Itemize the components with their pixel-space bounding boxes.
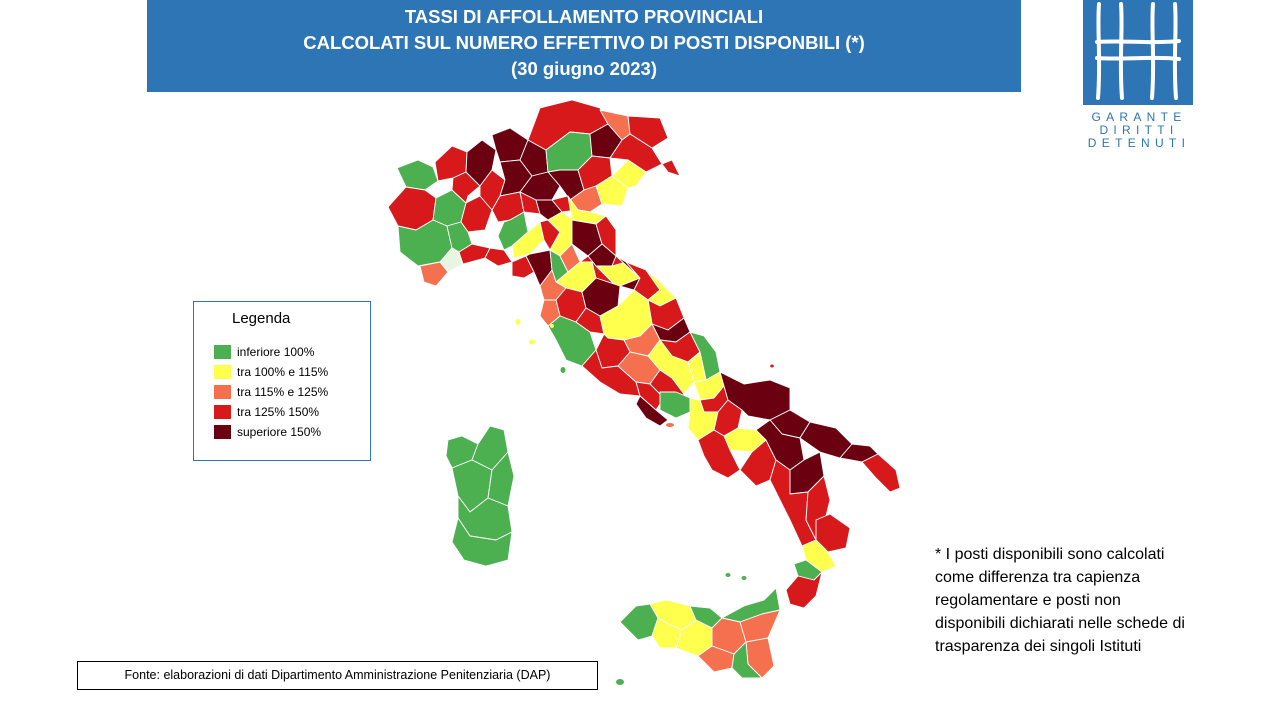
province-region xyxy=(611,159,647,189)
region-sardegna xyxy=(445,425,515,567)
logo-mark xyxy=(1083,0,1193,105)
legend-label: tra 125% 150% xyxy=(237,405,320,419)
map-legend: Legenda inferiore 100% tra 100% e 115% t… xyxy=(193,301,371,461)
small-islands xyxy=(515,319,774,427)
legend-item-yellow: tra 100% e 115% xyxy=(214,364,328,380)
province-region xyxy=(627,115,669,149)
title-line-3: (30 giugno 2023) xyxy=(511,58,657,79)
legend-item-red: tra 125% 150% xyxy=(214,404,319,420)
province-region xyxy=(731,641,763,679)
footnote-line: * I posti disponibili sono calcolati xyxy=(935,546,1165,563)
legend-title: Legenda xyxy=(232,310,291,327)
province-region xyxy=(487,451,515,507)
legend-swatch xyxy=(214,385,231,399)
footnote-line: trasparenza dei singoli Istituti xyxy=(935,638,1142,655)
province-region xyxy=(595,215,617,257)
logo-text-detenuti: DETENUTI xyxy=(1087,136,1191,150)
region-campania xyxy=(687,397,777,487)
region-lazio xyxy=(581,333,685,427)
island-marker xyxy=(770,364,774,368)
province-region xyxy=(659,391,691,419)
province-region xyxy=(785,571,823,609)
province-region xyxy=(539,299,561,327)
region-basilicata xyxy=(755,419,825,495)
province-region xyxy=(595,175,629,207)
logo-text-diritti: DIRITTI xyxy=(1099,123,1179,137)
legend-label: inferiore 100% xyxy=(237,345,315,359)
legend-item-green: inferiore 100% xyxy=(214,344,314,360)
legend-swatch xyxy=(214,405,231,419)
region-piemonte-vda xyxy=(387,145,493,267)
header-title-box: TASSI DI AFFOLLAMENTO PROVINCIALI CALCOL… xyxy=(147,0,1021,92)
province-region xyxy=(739,609,781,643)
province-region xyxy=(839,443,879,463)
legend-swatch xyxy=(214,345,231,359)
region-sicilia xyxy=(616,573,781,685)
legend-swatch xyxy=(214,425,231,439)
province-region xyxy=(396,159,439,191)
island-marker xyxy=(560,367,566,373)
italy-province-map xyxy=(387,99,901,685)
title-line-1: TASSI DI AFFOLLAMENTO PROVINCIALI xyxy=(404,6,764,27)
region-calabria xyxy=(769,459,851,609)
region-lombardia xyxy=(465,127,579,223)
province-region xyxy=(861,453,901,493)
province-region xyxy=(635,395,669,427)
island-marker xyxy=(515,319,521,325)
island-marker xyxy=(550,324,554,328)
region-trentino xyxy=(527,99,609,173)
island-marker xyxy=(529,339,535,345)
footnote-line: disponibili dichiarati nelle schede di xyxy=(935,615,1185,632)
legend-item-dark-red: superiore 150% xyxy=(214,424,321,440)
region-liguria xyxy=(419,243,513,287)
province-region xyxy=(451,517,513,567)
legend-item-orange: tra 115% e 125% xyxy=(214,384,328,400)
province-region xyxy=(484,247,513,267)
logo-h-icon xyxy=(1095,2,1181,100)
legend-swatch xyxy=(214,365,231,379)
island-marker xyxy=(725,573,731,577)
footnote-line: come differenza tra capienza xyxy=(935,569,1141,586)
legend-label: tra 115% e 125% xyxy=(237,385,329,399)
garante-logo: GARANTE DIRITTI DETENUTI xyxy=(1083,0,1195,152)
island-marker xyxy=(666,423,674,427)
footnote-line: regolamentare e posti non xyxy=(935,592,1121,609)
island-marker xyxy=(616,679,624,685)
footnote: * I posti disponibili sono calcolati com… xyxy=(935,543,1235,658)
source-note: Fonte: elaborazioni di dati Dipartimento… xyxy=(77,661,598,690)
legend-label: tra 100% e 115% xyxy=(237,365,329,379)
province-region xyxy=(609,133,663,173)
province-region xyxy=(419,261,449,287)
logo-text-garante: GARANTE xyxy=(1091,110,1187,124)
title-line-2: CALCOLATI SUL NUMERO EFFETTIVO DI POSTI … xyxy=(303,32,865,53)
island-marker xyxy=(741,576,747,580)
province-region xyxy=(661,159,681,177)
legend-label: superiore 150% xyxy=(237,425,322,439)
